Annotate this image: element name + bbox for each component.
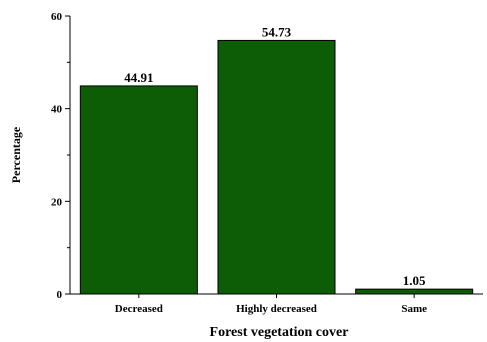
y-tick-label: 60 [51,11,63,23]
data-labels: 44.91 54.73 1.05 [124,24,426,288]
x-tick-label: Decreased [115,303,163,315]
y-tick-label: 40 [51,104,63,116]
x-axis-title: Forest vegetation cover [210,325,349,340]
bars [79,39,474,295]
bar [79,85,198,295]
x-axis: Decreased Highly decreased Same [70,293,483,315]
data-label: 1.05 [403,273,426,288]
data-label: 54.73 [262,24,292,39]
y-axis-title: Percentage [9,126,23,183]
bar [355,288,474,295]
y-tick-label: 20 [51,196,63,208]
data-label: 44.91 [124,70,153,85]
y-axis: 0 20 40 60 [51,11,71,301]
bar [217,39,336,295]
y-tick-label: 0 [57,289,63,301]
x-tick-label: Same [401,303,427,315]
x-tick-label: Highly decreased [236,303,317,315]
